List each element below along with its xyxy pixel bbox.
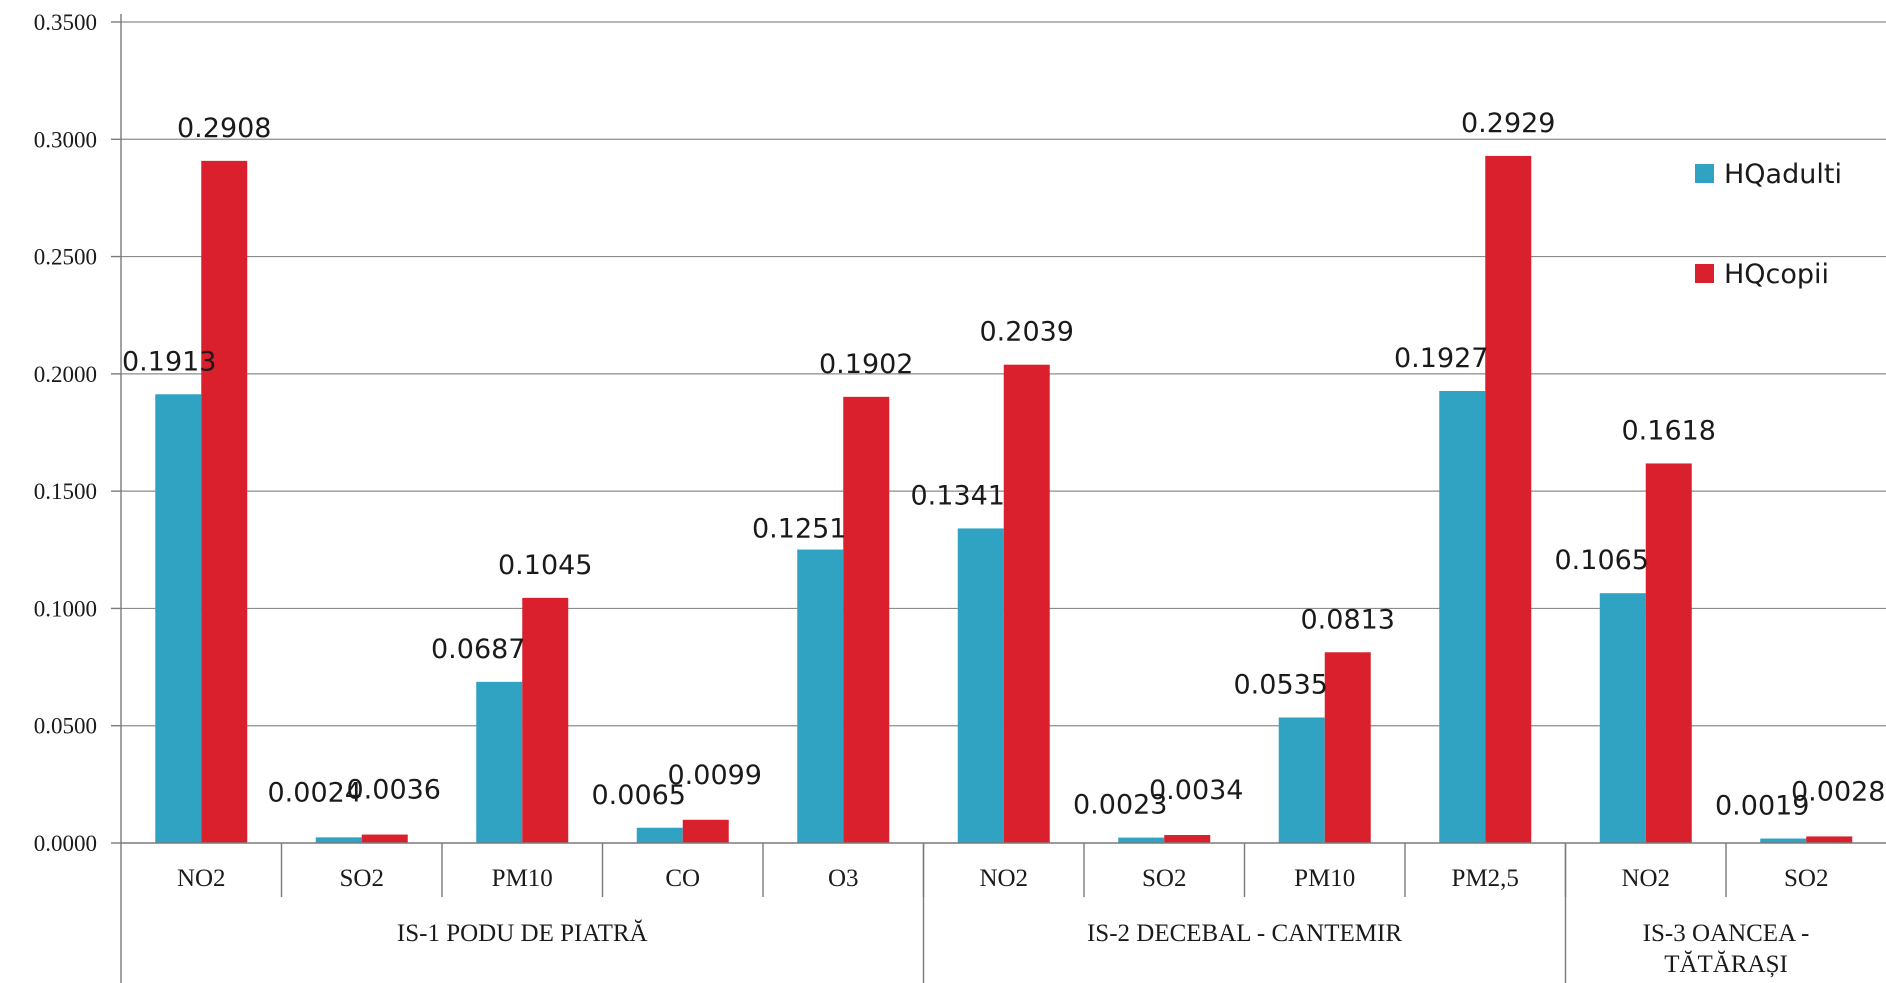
- x-category-label: PM10: [1294, 865, 1355, 892]
- x-group-label: IS-1 PODU DE PIATRĂ: [397, 919, 648, 947]
- data-label-HQadulti: 0.0687: [431, 634, 525, 665]
- x-category-label: SO2: [1142, 865, 1186, 892]
- y-tick-label: 0.2500: [34, 245, 97, 270]
- bar-HQadulti: [476, 681, 523, 843]
- data-label-HQadulti: 0.1927: [1394, 343, 1488, 374]
- x-group-label: IS-2 DECEBAL - CANTEMIR: [1087, 920, 1402, 947]
- bar-HQcopii: [1324, 652, 1371, 843]
- bar-HQcopii: [522, 597, 569, 843]
- bar-HQadulti: [1118, 837, 1165, 843]
- bar-HQadulti: [636, 827, 683, 843]
- axes: 0.0000 0.0500 0.1000 0.1500 0.2000 0.2500 0.30…: [34, 10, 1886, 983]
- bar-HQadulti: [1278, 717, 1325, 843]
- x-category-label: NO2: [979, 865, 1028, 892]
- x-category-label: PM10: [492, 865, 553, 892]
- y-tick-label: 0.1000: [34, 596, 97, 621]
- bar-HQadulti: [797, 549, 844, 843]
- x-category-label: SO2: [1784, 865, 1828, 892]
- data-label-HQcopii: 0.2929: [1461, 108, 1555, 139]
- bar-HQcopii: [361, 834, 408, 843]
- data-label-HQcopii: 0.0099: [668, 760, 762, 791]
- y-tick-label: 0.3000: [34, 127, 97, 152]
- bar-HQadulti: [1439, 390, 1486, 843]
- x-category-label: PM2,5: [1452, 865, 1519, 892]
- data-label-HQadulti: 0.1913: [122, 346, 216, 377]
- x-group-label: TĂTĂRAȘI: [1664, 950, 1788, 978]
- bars: [155, 155, 1853, 844]
- bar-HQcopii: [682, 819, 729, 843]
- data-label-HQcopii: 0.0813: [1301, 604, 1395, 635]
- x-category-label: NO2: [1621, 865, 1670, 892]
- y-tick-label: 0.0000: [34, 831, 97, 856]
- bar-HQadulti: [1760, 838, 1807, 843]
- data-label-HQcopii: 0.2908: [177, 113, 271, 144]
- bar-HQcopii: [1806, 836, 1853, 843]
- gridlines: [121, 21, 1886, 727]
- data-label-HQadulti: 0.0019: [1715, 791, 1809, 822]
- data-label-HQadulti: 0.0024: [268, 777, 362, 808]
- bar-HQadulti: [155, 394, 202, 843]
- x-category-label: SO2: [340, 865, 384, 892]
- data-label-HQcopii: 0.1902: [819, 349, 913, 380]
- bar-HQadulti: [1599, 593, 1646, 843]
- legend-label: HQadulti: [1724, 159, 1842, 190]
- data-label-HQadulti: 0.0065: [592, 780, 686, 811]
- y-tick-label: 0.0500: [34, 714, 97, 739]
- x-category-label: NO2: [177, 865, 226, 892]
- data-label-HQcopii: 0.0028: [1791, 776, 1885, 807]
- data-label-HQcopii: 0.2039: [980, 317, 1074, 348]
- legend-swatch: [1695, 164, 1714, 183]
- data-label-HQcopii: 0.1618: [1622, 415, 1716, 446]
- bar-HQcopii: [1645, 463, 1692, 843]
- data-label-HQadulti: 0.1251: [752, 514, 846, 545]
- bar-HQadulti: [315, 837, 362, 843]
- data-label-HQcopii: 0.0036: [347, 775, 441, 806]
- data-label-HQcopii: 0.1045: [498, 550, 592, 581]
- data-label-HQcopii: 0.0034: [1149, 775, 1243, 806]
- y-tick-label: 0.2000: [34, 362, 97, 387]
- x-group-label: IS-3 OANCEA -: [1643, 920, 1810, 947]
- bar-HQcopii: [201, 160, 248, 844]
- bar-HQadulti: [957, 528, 1004, 843]
- legend-label: HQcopii: [1724, 259, 1829, 290]
- legend-swatch: [1695, 264, 1714, 283]
- bar-HQcopii: [1485, 155, 1532, 843]
- data-label-HQadulti: 0.0535: [1234, 670, 1328, 701]
- data-label-HQadulti: 0.1065: [1555, 545, 1649, 576]
- x-category-label: O3: [828, 865, 859, 892]
- bar-HQcopii: [1164, 835, 1211, 843]
- data-label-HQadulti: 0.1341: [911, 480, 1005, 511]
- bar-HQcopii: [1003, 364, 1050, 843]
- y-tick-label: 0.1500: [34, 479, 97, 504]
- y-tick-label: 0.3500: [34, 10, 97, 35]
- x-category-label: CO: [665, 865, 700, 892]
- legend: HQadulti HQcopii: [1695, 159, 1842, 290]
- data-label-HQadulti: 0.0023: [1073, 790, 1167, 821]
- bar-HQcopii: [843, 396, 890, 843]
